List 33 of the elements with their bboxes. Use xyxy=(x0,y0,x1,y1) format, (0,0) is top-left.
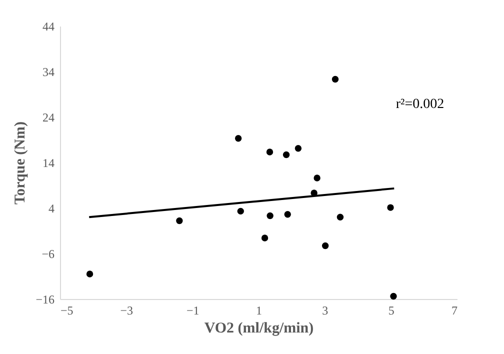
point xyxy=(261,234,268,242)
y-tick-label: 24 xyxy=(42,110,54,124)
point xyxy=(266,148,274,156)
point xyxy=(314,174,320,182)
y-axis-title: Torque (Nm) xyxy=(12,122,29,204)
point xyxy=(294,145,302,152)
y-tick-label: −16 xyxy=(36,292,54,306)
point xyxy=(390,292,397,300)
y-tick-label: 14 xyxy=(42,156,54,170)
point xyxy=(237,208,244,215)
point xyxy=(86,270,94,278)
point xyxy=(336,214,344,220)
x-tick-label: −3 xyxy=(120,304,134,318)
point xyxy=(387,204,394,211)
x-tick-label: 3 xyxy=(322,304,328,318)
x-axis-title: VO2 (ml/kg/min) xyxy=(204,320,314,336)
point xyxy=(332,76,339,83)
point xyxy=(266,212,274,220)
point xyxy=(234,135,242,142)
x-tick-label: 1 xyxy=(256,304,262,318)
point xyxy=(284,211,291,218)
point xyxy=(282,151,290,158)
point xyxy=(176,217,183,224)
annotation: r²=0.002 xyxy=(396,97,444,112)
y-tick-label: −6 xyxy=(42,247,54,261)
x-tick-label: −5 xyxy=(60,304,74,318)
x-tick-label: 5 xyxy=(388,304,394,318)
y-tick-label: 4 xyxy=(48,202,54,216)
y-tick-label: 44 xyxy=(42,20,54,34)
point xyxy=(322,242,329,250)
y-tick-label: 34 xyxy=(42,65,54,79)
x-tick-label: 7 xyxy=(452,304,458,318)
x-tick-label: −1 xyxy=(186,304,200,318)
